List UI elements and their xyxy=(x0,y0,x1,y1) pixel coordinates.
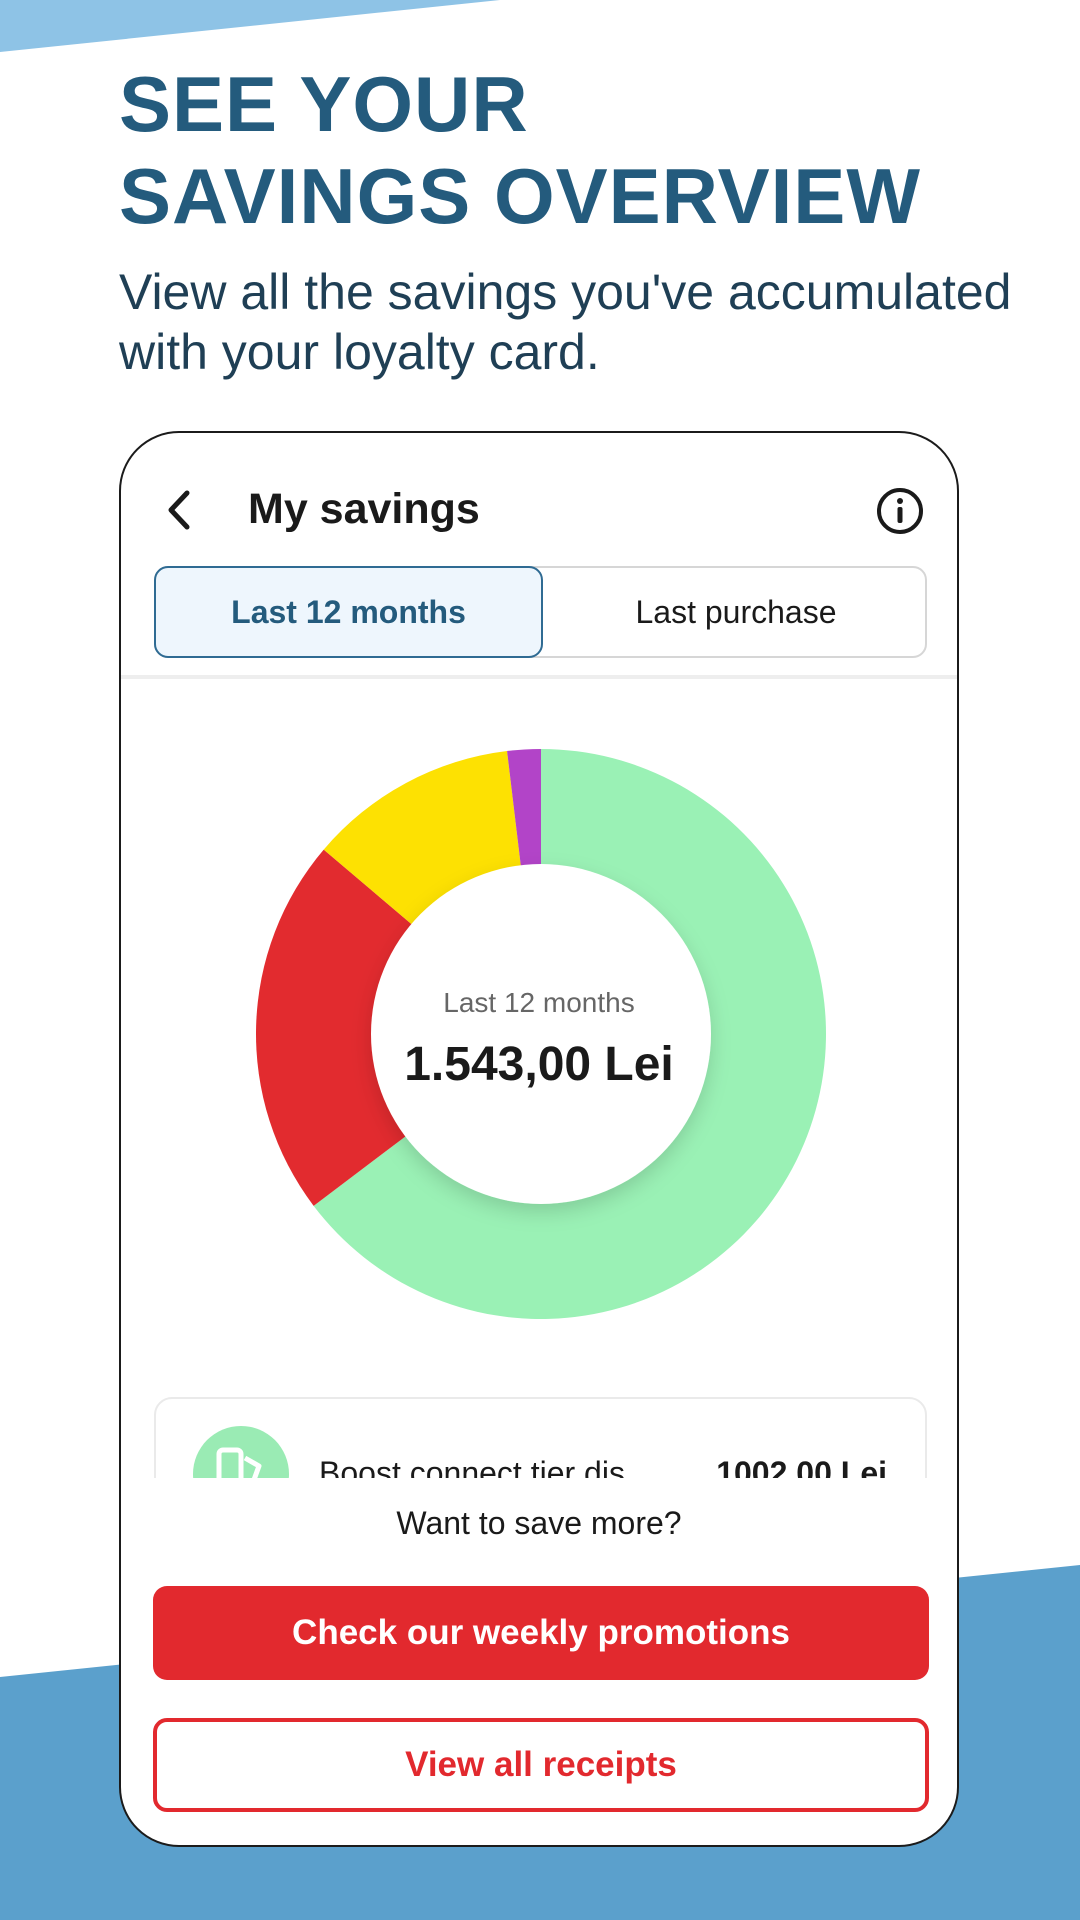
promo-subtitle: View all the savings you've accumulated … xyxy=(119,262,1019,382)
weekly-promotions-button[interactable]: Check our weekly promotions xyxy=(153,1586,929,1680)
list-item[interactable]: Boost connect tier dis 1002,00 Lei xyxy=(154,1397,927,1478)
subtitle-line-1: View all the savings you've accumulated xyxy=(119,264,1012,320)
savings-item-label: Boost connect tier dis xyxy=(319,1455,625,1478)
savings-donut-chart xyxy=(256,749,826,1319)
app-header: My savings xyxy=(121,433,957,553)
donut-center-label: Last 12 months xyxy=(443,987,635,1018)
headline-line-1: SEE YOUR xyxy=(119,60,529,148)
headline-line-2: SAVINGS OVERVIEW xyxy=(119,152,921,240)
tab-last-12-months[interactable]: Last 12 months xyxy=(154,566,543,658)
tab-last-purchase[interactable]: Last purchase xyxy=(635,593,837,630)
info-icon[interactable] xyxy=(875,486,925,536)
view-receipts-button[interactable]: View all receipts xyxy=(153,1718,929,1812)
savings-item-value: 1002,00 Lei xyxy=(716,1455,887,1478)
phone-frame: My savings Last 12 months Last purchase … xyxy=(119,431,959,1847)
total-savings-value: 1.543,00 Lei xyxy=(404,1038,674,1091)
promo-headline: SEE YOUR SAVINGS OVERVIEW xyxy=(119,58,1019,242)
save-more-prompt: Want to save more? xyxy=(396,1505,682,1541)
donut-hole xyxy=(371,864,711,1204)
coupon-icon xyxy=(193,1426,289,1478)
chevron-left-icon[interactable] xyxy=(161,489,197,531)
subtitle-line-2: with your loyalty card. xyxy=(119,324,600,380)
page-title: My savings xyxy=(248,485,480,533)
header-divider xyxy=(121,675,957,679)
savings-list-viewport: Boost connect tier dis 1002,00 Lei xyxy=(121,433,957,1478)
top-accent-shape xyxy=(0,0,500,52)
period-segmented-control: Last 12 months Last purchase xyxy=(154,566,927,658)
